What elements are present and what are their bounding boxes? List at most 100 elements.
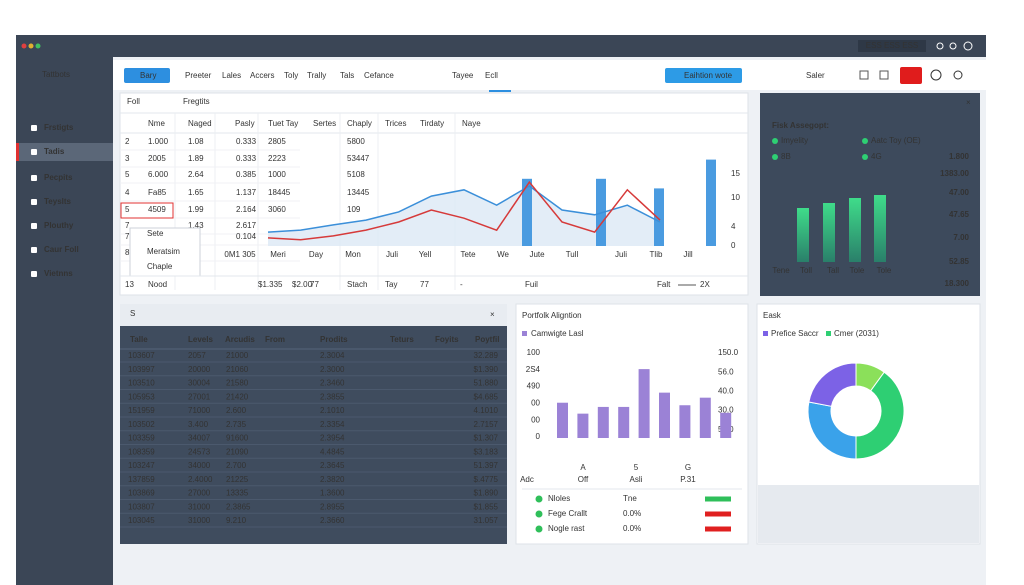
donut-segment — [808, 362, 857, 407]
x-tick-label: Tole — [850, 266, 865, 275]
icon[interactable] — [879, 70, 889, 80]
column-header: From — [265, 335, 285, 344]
status-label: Fege Crallt — [548, 509, 588, 518]
cell: 1.3600 — [320, 489, 345, 498]
menu-item[interactable]: Chaple — [147, 262, 173, 271]
field: Ecll — [485, 71, 498, 80]
app-title: Tattbots — [42, 70, 70, 79]
cell: 103359 — [128, 434, 155, 443]
cell: 2223 — [268, 154, 286, 163]
cell: 2.3865 — [226, 502, 251, 511]
legend-swatch — [522, 331, 527, 336]
nav-icon — [31, 175, 37, 181]
icon[interactable] — [859, 70, 869, 80]
icon[interactable] — [930, 69, 942, 81]
icon[interactable] — [953, 70, 963, 80]
nav-item[interactable]: Vietnns — [44, 269, 73, 278]
donut-footer — [758, 485, 979, 543]
bar — [874, 195, 886, 262]
cell: $1.855 — [474, 502, 499, 511]
title-bar — [16, 35, 986, 57]
nav-item[interactable]: Frstigts — [44, 123, 74, 132]
cell: 2.7157 — [474, 420, 499, 429]
cell: 8 — [125, 248, 130, 257]
cell: 4.1010 — [474, 406, 499, 415]
tab[interactable]: Trally — [307, 71, 326, 80]
icon[interactable] — [963, 41, 973, 51]
button-label: Eaihtion wote — [684, 71, 733, 80]
menu-item[interactable]: Sete — [147, 229, 164, 238]
button[interactable] — [665, 68, 742, 83]
x-tick-label: Yell — [419, 250, 432, 259]
cell: 137859 — [128, 475, 155, 484]
cell: $1.335 — [258, 280, 283, 289]
cell: 105953 — [128, 392, 155, 401]
legend-swatch — [826, 331, 831, 336]
nav-item[interactable]: Pecpits — [44, 173, 73, 182]
x-tick-label: Tole — [877, 266, 892, 275]
alloc-panel — [515, 303, 749, 545]
tab[interactable]: Accers — [250, 71, 274, 80]
nav-item[interactable]: Teyslts — [44, 197, 72, 206]
cell: 27000 — [188, 489, 211, 498]
x-tick-label: Adc — [520, 475, 534, 484]
x-tick-label: 5 — [634, 463, 639, 472]
status-value: 0.0% — [623, 524, 641, 533]
tab[interactable]: Cefance — [364, 71, 394, 80]
legend-label: Aatc Toy (OE) — [871, 136, 921, 145]
nav-item[interactable]: Tadis — [44, 147, 65, 156]
bar — [679, 405, 691, 438]
button[interactable] — [124, 68, 170, 83]
alert-button[interactable] — [900, 67, 922, 84]
cell: 2.4000 — [188, 475, 213, 484]
nav-item[interactable]: Caur Foll — [44, 245, 79, 254]
column-header: Talle — [130, 335, 148, 344]
legend-label: Imyelity — [781, 136, 808, 145]
close: × — [490, 310, 495, 319]
tab: Fregtits — [183, 97, 210, 106]
y-tick-label: 00 — [531, 399, 540, 408]
legend-label: Prefice Saccr — [771, 329, 819, 338]
column-header: Levels — [188, 335, 213, 344]
cell: Stach — [347, 280, 367, 289]
cell: 21090 — [226, 447, 249, 456]
status-label: Nogle rast — [548, 524, 585, 533]
cell: 1.43 — [188, 221, 204, 230]
cell: Nood — [148, 280, 167, 289]
icon[interactable] — [936, 42, 944, 50]
tab[interactable]: Toly — [284, 71, 298, 80]
tab[interactable]: Tals — [340, 71, 354, 80]
cell: 2.8955 — [320, 502, 345, 511]
sidebar — [16, 57, 113, 585]
cell: 7 — [125, 221, 130, 230]
cell: 5 — [125, 170, 130, 179]
y-tick-label: 0 — [536, 432, 541, 441]
cell: 31.057 — [474, 516, 499, 525]
search-box[interactable] — [858, 40, 926, 52]
selected-marker — [16, 143, 19, 161]
bar — [823, 203, 835, 262]
tab[interactable]: Preeter — [185, 71, 212, 80]
menu-item[interactable]: Meratsim — [147, 247, 180, 256]
cell: $.4775 — [474, 475, 499, 484]
x-tick-label: We — [497, 250, 509, 259]
legend-dot — [772, 138, 778, 144]
x-tick-label: A — [580, 463, 586, 472]
icon[interactable] — [949, 42, 957, 50]
x-tick-label: G — [685, 463, 691, 472]
cell: 2.735 — [226, 420, 247, 429]
nav-icon — [31, 149, 37, 155]
column-header: Sertes — [313, 119, 336, 128]
status-icon — [535, 495, 543, 503]
nav-item[interactable]: Plouthy — [44, 221, 74, 230]
cell: 34007 — [188, 434, 211, 443]
selected-item — [16, 143, 113, 161]
tab[interactable]: Lales — [222, 71, 241, 80]
bar — [720, 412, 732, 438]
cell: 2.3855 — [320, 392, 345, 401]
legend-label: Falt — [657, 280, 671, 289]
cell: 13335 — [226, 489, 249, 498]
cell: 151959 — [128, 406, 155, 415]
donut-segment — [855, 371, 905, 460]
x-tick-label: Jill — [683, 250, 693, 259]
